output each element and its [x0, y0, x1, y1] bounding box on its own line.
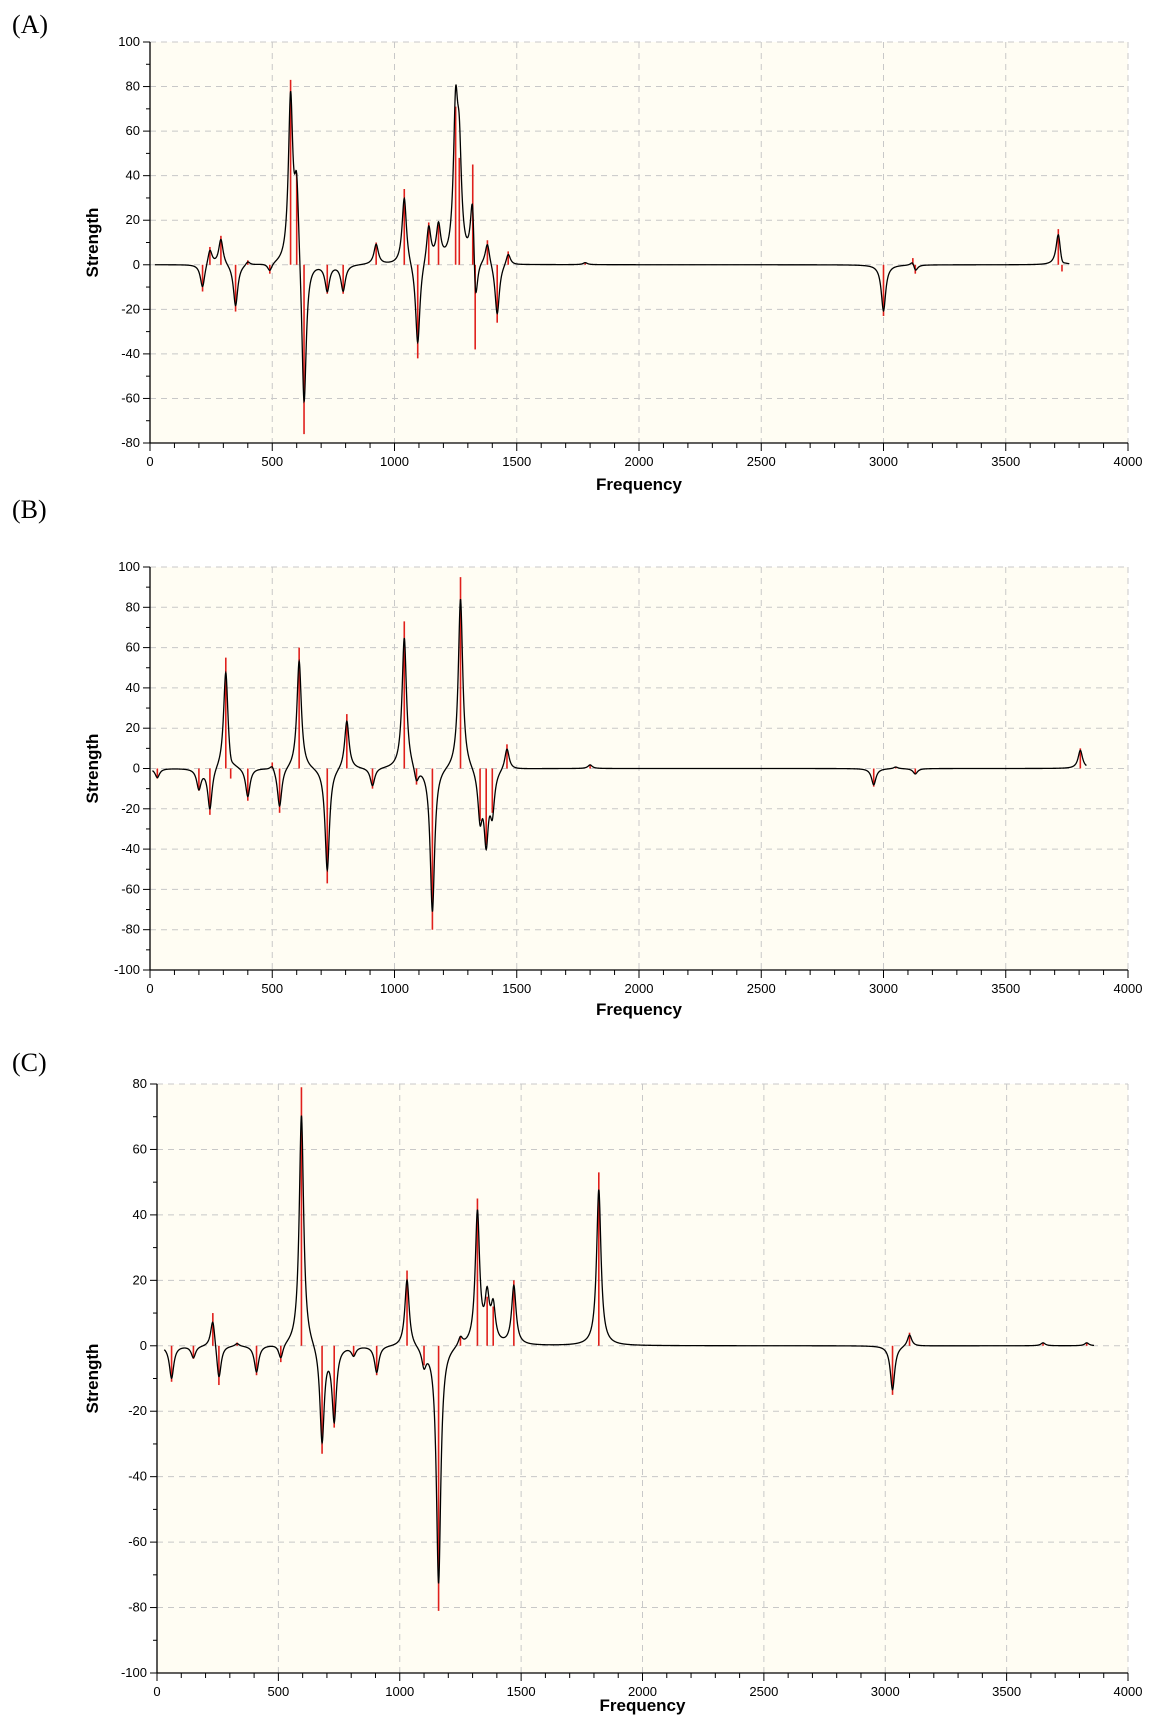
chart-a-x-axis-title: Frequency — [596, 475, 683, 494]
panel-label-c: (C) — [12, 1048, 47, 1077]
chart-a-y-tick-label: -80 — [121, 435, 140, 450]
chart-b-y-tick-label: 60 — [126, 640, 140, 655]
chart-c-y-tick-label: -80 — [128, 1600, 147, 1615]
chart-c-y-tick-label: -20 — [128, 1403, 147, 1418]
chart-c-x-tick-label: 1500 — [507, 1684, 536, 1699]
chart-a-y-tick-label: 60 — [126, 123, 140, 138]
chart-b-y-tick-label: 80 — [126, 599, 140, 614]
chart-c-x-tick-label: 3500 — [992, 1684, 1021, 1699]
chart-c-x-tick-label: 2500 — [749, 1684, 778, 1699]
chart-a-y-tick-label: 40 — [126, 168, 140, 183]
chart-a-y-tick-label: -60 — [121, 390, 140, 405]
chart-c-x-tick-label: 2000 — [628, 1684, 657, 1699]
chart-a-x-tick-label: 500 — [261, 454, 283, 469]
chart-c-x-tick-label: 500 — [268, 1684, 290, 1699]
chart-a-x-tick-label: 3000 — [869, 454, 898, 469]
chart-c-y-tick-label: 40 — [133, 1207, 147, 1222]
chart-b-y-axis-title: Strength — [83, 734, 102, 804]
chart-b-x-tick-label: 3500 — [991, 981, 1020, 996]
chart-b-x-tick-label: 500 — [261, 981, 283, 996]
chart-c: 80 60 40 20 0 -20 -40 -60 -80 -100 0 500 1000 1500 200… — [83, 1076, 1143, 1715]
chart-c-y-tick-label: 60 — [133, 1141, 147, 1156]
chart-a: 100 80 60 40 20 0 -20 -40 -60 -80 0 500 1000 1500 2000… — [83, 34, 1143, 494]
chart-a-x-tick-label: 0 — [146, 454, 153, 469]
chart-a-spectrum-curve — [154, 84, 1070, 404]
chart-b-y-tick-label: -60 — [121, 881, 140, 896]
chart-c-x-tick-label: 3000 — [871, 1684, 900, 1699]
chart-c-y-tick-label: 0 — [140, 1338, 147, 1353]
chart-c-y-tick-label: -40 — [128, 1469, 147, 1484]
chart-a-x-tick-label: 1500 — [502, 454, 531, 469]
chart-a-y-tick-label: -20 — [121, 301, 140, 316]
chart-c-x-axis-title: Frequency — [600, 1696, 687, 1715]
panel-b: (B) 100 80 60 40 20 0 -20 -40 -60 -80 -100 0 500 1000… — [0, 495, 1167, 1030]
chart-c-y-tick-label: -60 — [128, 1534, 147, 1549]
chart-b-x-tick-label: 0 — [146, 981, 153, 996]
chart-b-x-tick-label: 2500 — [747, 981, 776, 996]
chart-c-spectrum-curve — [163, 1115, 1095, 1584]
chart-c-y-tick-label: -100 — [121, 1665, 147, 1680]
chart-b-x-tick-label: 3000 — [869, 981, 898, 996]
chart-a-y-tick-label: -40 — [121, 346, 140, 361]
chart-b-y-tick-label: -20 — [121, 801, 140, 816]
chart-b-y-tick-label: -100 — [114, 962, 140, 977]
chart-b-y-tick-label: 20 — [126, 720, 140, 735]
chart-a-y-tick-label: 20 — [126, 212, 140, 227]
chart-b-x-tick-label: 1000 — [380, 981, 409, 996]
chart-c-x-tick-label: 4000 — [1114, 1684, 1143, 1699]
chart-a-y-tick-label: 100 — [118, 34, 140, 49]
chart-a-x-tick-label: 2500 — [747, 454, 776, 469]
chart-a-x-tick-label: 1000 — [380, 454, 409, 469]
chart-c-y-tick-label: 80 — [133, 1076, 147, 1091]
chart-a-x-tick-label: 4000 — [1114, 454, 1143, 469]
panel-a: (A) 100 80 60 40 20 0 -20 -40 -60 -80 0 500 1000 1500… — [0, 0, 1167, 495]
chart-b-y-tick-label: 40 — [126, 680, 140, 695]
chart-a-y-tick-label: 0 — [133, 257, 140, 272]
chart-b-x-tick-label: 1500 — [502, 981, 531, 996]
chart-a-x-tick-label: 3500 — [991, 454, 1020, 469]
chart-c-y-axis-title: Strength — [83, 1344, 102, 1414]
chart-c-x-tick-label: 0 — [153, 1684, 160, 1699]
panel-label-b: (B) — [12, 495, 47, 524]
chart-b-x-tick-label: 4000 — [1114, 981, 1143, 996]
chart-a-y-axis-title: Strength — [83, 208, 102, 278]
chart-b-y-tick-label: 100 — [118, 559, 140, 574]
chart-b: 100 80 60 40 20 0 -20 -40 -60 -80 -100 0 500 1000 1500… — [83, 559, 1143, 1019]
chart-b-y-tick-label: -80 — [121, 922, 140, 937]
panel-label-a: (A) — [12, 10, 49, 39]
chart-b-y-tick-label: 0 — [133, 761, 140, 776]
panel-c: (C) 80 60 40 20 0 -20 -40 -60 -80 -100 0 500 1000 150… — [0, 1030, 1167, 1716]
chart-b-x-tick-label: 2000 — [625, 981, 654, 996]
chart-a-y-tick-label: 80 — [126, 79, 140, 94]
chart-b-x-axis-title: Frequency — [596, 1000, 683, 1019]
chart-a-x-tick-label: 2000 — [625, 454, 654, 469]
chart-c-x-tick-label: 1000 — [385, 1684, 414, 1699]
chart-b-y-tick-label: -40 — [121, 841, 140, 856]
chart-b-spectrum-curve — [152, 599, 1087, 912]
chart-c-y-tick-label: 20 — [133, 1272, 147, 1287]
